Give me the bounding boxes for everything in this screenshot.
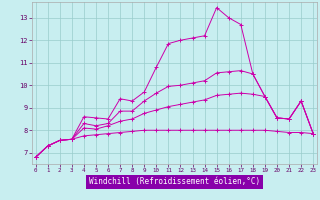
X-axis label: Windchill (Refroidissement éolien,°C): Windchill (Refroidissement éolien,°C) [89,177,260,186]
